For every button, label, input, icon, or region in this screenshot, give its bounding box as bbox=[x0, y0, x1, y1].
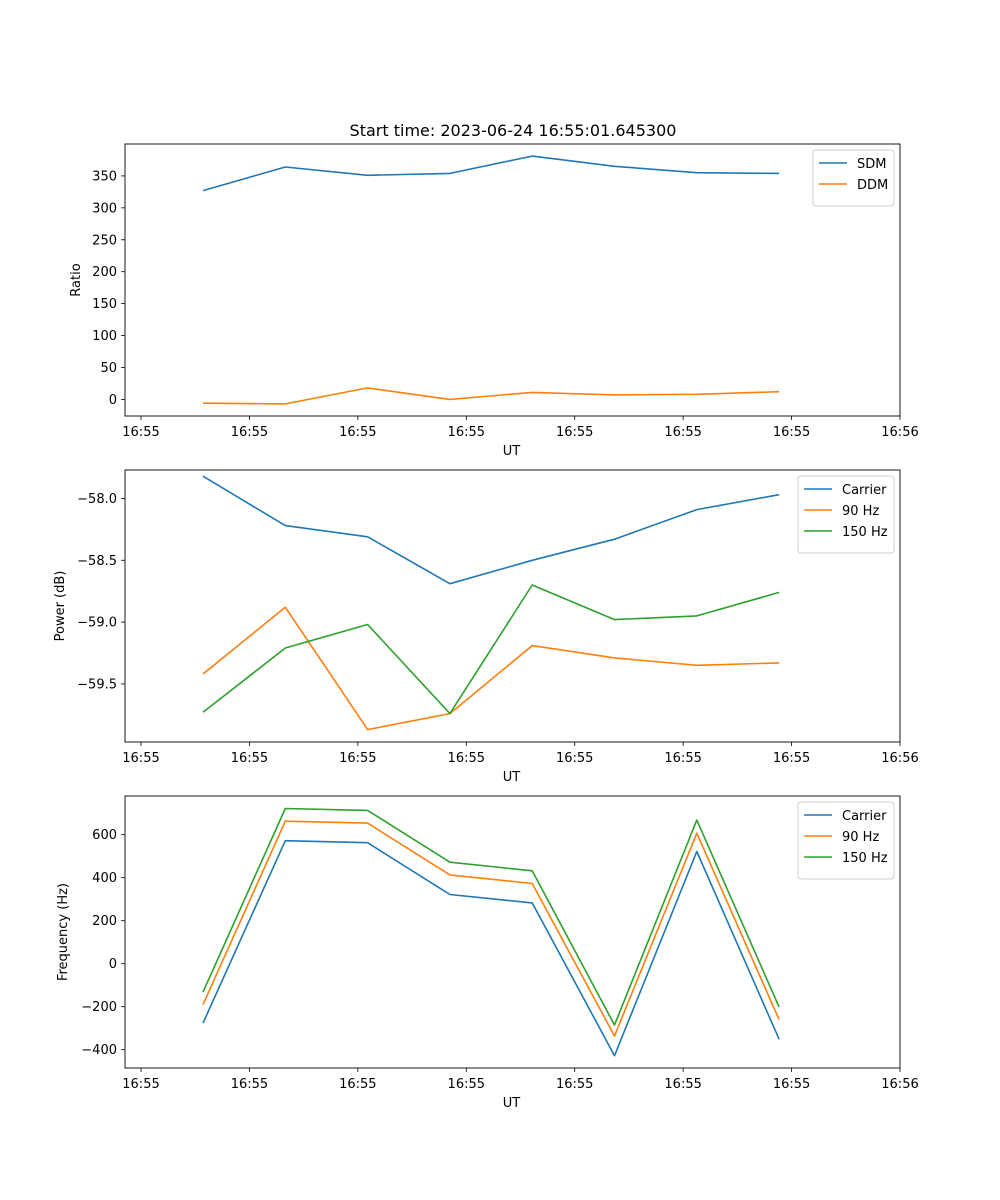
legend-label: 150 Hz bbox=[842, 525, 888, 540]
series-line-ddm bbox=[202, 387, 780, 405]
x-tick-label: 16:55 bbox=[664, 1077, 701, 1092]
x-axis-label: UT bbox=[503, 770, 521, 785]
x-tick-label: 16:55 bbox=[664, 425, 701, 440]
chart-panel-3: 16:55 16:55 16:55 16:55 16:55 16:55 16:55 16:56… bbox=[56, 795, 919, 1111]
y-tick-label: −58.5 bbox=[77, 554, 117, 569]
x-tick-label: 16:55 bbox=[773, 425, 810, 440]
series-line-sdm bbox=[202, 155, 780, 192]
chart-panel-1: 16:55 16:55 16:55 16:55 16:55 16:55 16:55 16:56… bbox=[69, 143, 919, 459]
plot-frame bbox=[124, 143, 901, 417]
series-line-90-hz bbox=[202, 820, 780, 1037]
legend: SDM DDM bbox=[812, 149, 895, 207]
x-tick-label: 16:55 bbox=[556, 751, 593, 766]
x-tick-label: 16:56 bbox=[881, 751, 918, 766]
x-tick-label: 16:55 bbox=[556, 425, 593, 440]
x-tick-label: 16:56 bbox=[881, 425, 918, 440]
y-axis-label: Frequency (Hz) bbox=[56, 883, 71, 981]
x-tick-label: 16:55 bbox=[339, 751, 376, 766]
x-tick-label: 16:55 bbox=[556, 1077, 593, 1092]
y-tick-label: 150 bbox=[92, 297, 117, 312]
y-tick-label: 200 bbox=[92, 914, 117, 929]
y-tick-label: 0 bbox=[109, 957, 117, 972]
legend-label: 90 Hz bbox=[842, 504, 879, 519]
plot-frame bbox=[124, 469, 901, 743]
legend: Carrier 90 Hz 150 Hz bbox=[797, 475, 895, 554]
x-tick-label: 16:55 bbox=[339, 425, 376, 440]
x-tick-label: 16:56 bbox=[881, 1077, 918, 1092]
x-tick-label: 16:55 bbox=[773, 1077, 810, 1092]
x-tick-label: 16:55 bbox=[448, 1077, 485, 1092]
y-tick-label: −59.0 bbox=[77, 616, 117, 631]
x-tick-label: 16:55 bbox=[122, 751, 159, 766]
y-tick-label: 250 bbox=[92, 233, 117, 248]
series-line-90-hz bbox=[202, 606, 780, 731]
legend-label: 90 Hz bbox=[842, 830, 879, 845]
legend-box bbox=[797, 801, 895, 880]
x-tick-label: 16:55 bbox=[122, 425, 159, 440]
legend-box bbox=[812, 149, 895, 207]
x-axis-label: UT bbox=[503, 444, 521, 459]
x-tick-label: 16:55 bbox=[231, 751, 268, 766]
y-axis-label: Ratio bbox=[69, 263, 84, 296]
legend-box bbox=[797, 475, 895, 554]
y-tick-label: −200 bbox=[81, 1000, 117, 1015]
legend-label: 150 Hz bbox=[842, 851, 888, 866]
x-tick-label: 16:55 bbox=[773, 751, 810, 766]
legend-label: DDM bbox=[857, 178, 888, 193]
y-tick-label: 300 bbox=[92, 201, 117, 216]
series-line-carrier bbox=[202, 475, 780, 585]
legend: Carrier 90 Hz 150 Hz bbox=[797, 801, 895, 880]
plot-frame bbox=[124, 795, 901, 1069]
chart-panels: 16:55 16:55 16:55 16:55 16:55 16:55 16:55 16:56… bbox=[53, 143, 919, 1111]
y-tick-label: 350 bbox=[92, 169, 117, 184]
legend-label: Carrier bbox=[842, 809, 887, 824]
x-tick-label: 16:55 bbox=[448, 425, 485, 440]
legend-label: Carrier bbox=[842, 483, 887, 498]
x-tick-label: 16:55 bbox=[664, 751, 701, 766]
y-tick-label: 600 bbox=[92, 828, 117, 843]
y-tick-label: −400 bbox=[81, 1043, 117, 1058]
figure-title: Start time: 2023-06-24 16:55:01.645300 bbox=[350, 121, 677, 140]
y-axis-label: Power (dB) bbox=[53, 571, 68, 642]
x-tick-label: 16:55 bbox=[231, 1077, 268, 1092]
y-tick-label: 0 bbox=[109, 393, 117, 408]
series-line-carrier bbox=[202, 839, 780, 1057]
x-tick-label: 16:55 bbox=[122, 1077, 159, 1092]
series-line-150-hz bbox=[202, 807, 780, 1026]
y-tick-label: 400 bbox=[92, 871, 117, 886]
x-axis-label: UT bbox=[503, 1096, 521, 1111]
y-tick-label: −58.0 bbox=[77, 492, 117, 507]
series-line-150-hz bbox=[202, 584, 780, 715]
legend-label: SDM bbox=[857, 157, 886, 172]
y-tick-label: 50 bbox=[100, 361, 117, 376]
x-tick-label: 16:55 bbox=[448, 751, 485, 766]
y-tick-label: 100 bbox=[92, 329, 117, 344]
y-tick-label: 200 bbox=[92, 265, 117, 280]
chart-panel-2: 16:55 16:55 16:55 16:55 16:55 16:55 16:55 16:56… bbox=[53, 469, 919, 785]
y-tick-label: −59.5 bbox=[77, 677, 117, 692]
x-tick-label: 16:55 bbox=[339, 1077, 376, 1092]
x-tick-label: 16:55 bbox=[231, 425, 268, 440]
